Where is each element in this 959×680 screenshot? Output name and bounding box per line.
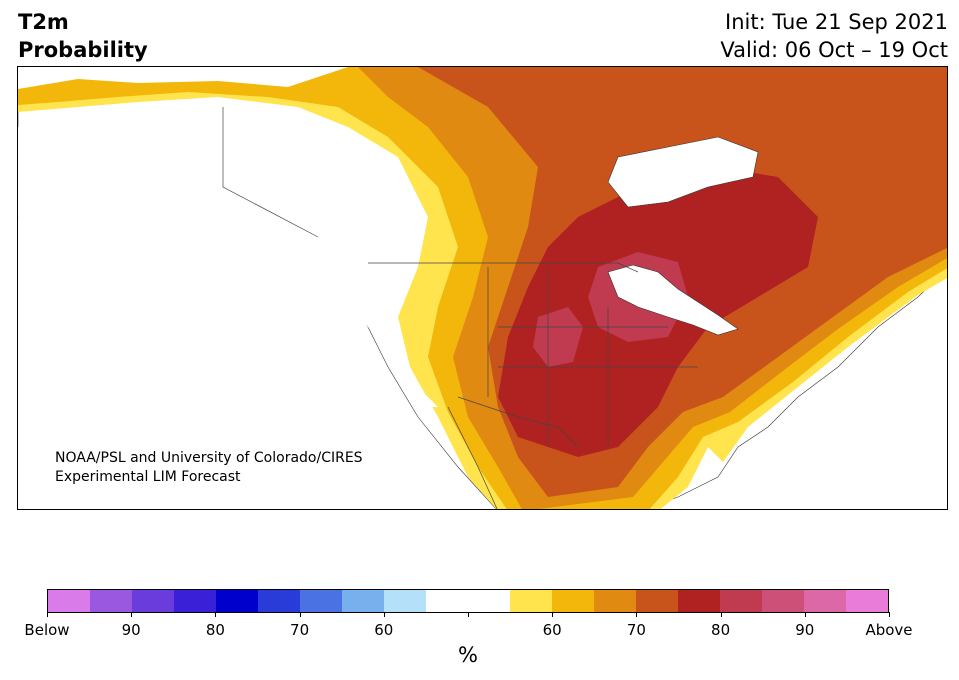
colorbar-tick bbox=[131, 612, 133, 617]
colorbar-segment bbox=[258, 590, 300, 612]
colorbar-segment bbox=[90, 590, 132, 612]
colorbar-tick-label: 60 bbox=[374, 621, 394, 639]
colorbar-segment bbox=[804, 590, 846, 612]
probability-colorbar bbox=[47, 589, 889, 613]
colorbar-tick bbox=[636, 612, 638, 617]
colorbar-segment bbox=[174, 590, 216, 612]
colorbar-segment bbox=[216, 590, 258, 612]
valid-range: Valid: 06 Oct – 19 Oct bbox=[720, 38, 948, 62]
colorbar-tick bbox=[889, 612, 890, 617]
colorbar-unit: % bbox=[458, 643, 478, 667]
colorbar-tick-label: 80 bbox=[205, 621, 225, 639]
colorbar-tick-label: Above bbox=[865, 621, 913, 639]
colorbar-segment bbox=[552, 590, 594, 612]
credit-line-2: Experimental LIM Forecast bbox=[55, 469, 241, 485]
colorbar-tick bbox=[299, 612, 301, 617]
colorbar-segment bbox=[468, 590, 510, 612]
credit-text: NOAA/PSL and University of Colorado/CIRE… bbox=[55, 449, 363, 487]
colorbar-segment bbox=[846, 590, 888, 612]
colorbar-segment bbox=[636, 590, 678, 612]
colorbar-tick bbox=[552, 612, 554, 617]
init-date: Init: Tue 21 Sep 2021 bbox=[725, 10, 948, 34]
warm-peak-secondary bbox=[533, 307, 583, 367]
colorbar-tick bbox=[383, 612, 385, 617]
hudson-bay bbox=[607, 136, 759, 208]
colorbar-tick bbox=[47, 612, 48, 617]
map-title: T2m Probability bbox=[18, 8, 148, 64]
colorbar-segment bbox=[510, 590, 552, 612]
colorbar-tick-label: 70 bbox=[290, 621, 310, 639]
credit-line-1: NOAA/PSL and University of Colorado/CIRE… bbox=[55, 450, 363, 466]
colorbar-segment bbox=[678, 590, 720, 612]
colorbar-tick bbox=[215, 612, 217, 617]
colorbar-segment bbox=[762, 590, 804, 612]
colorbar-segment bbox=[384, 590, 426, 612]
neutral-west bbox=[18, 107, 438, 407]
colorbar-tick bbox=[804, 612, 806, 617]
colorbar-tick-label: 60 bbox=[542, 621, 562, 639]
probability-map bbox=[17, 66, 948, 510]
map-canvas bbox=[18, 67, 947, 509]
colorbar-ticks bbox=[47, 612, 890, 618]
colorbar-segment bbox=[48, 590, 90, 612]
colorbar-segment bbox=[132, 590, 174, 612]
great-lakes bbox=[607, 264, 739, 336]
colorbar-tick-label: 90 bbox=[121, 621, 141, 639]
forecast-dates: Init: Tue 21 Sep 2021 Valid: 06 Oct – 19… bbox=[720, 8, 948, 64]
colorbar-segment bbox=[300, 590, 342, 612]
colorbar-tick bbox=[468, 612, 469, 617]
colorbar-segment bbox=[720, 590, 762, 612]
title-variable: T2m bbox=[18, 10, 69, 34]
borders bbox=[222, 107, 698, 509]
colorbar-tick-label: 80 bbox=[711, 621, 731, 639]
colorbar-tick bbox=[720, 612, 722, 617]
colorbar-tick-label: Below bbox=[24, 621, 70, 639]
colorbar-segment bbox=[594, 590, 636, 612]
colorbar-segment bbox=[342, 590, 384, 612]
title-quantity: Probability bbox=[18, 38, 148, 62]
colorbar-tick-label: 90 bbox=[795, 621, 815, 639]
colorbar-segment bbox=[426, 590, 468, 612]
colorbar-tick-label: 70 bbox=[626, 621, 646, 639]
